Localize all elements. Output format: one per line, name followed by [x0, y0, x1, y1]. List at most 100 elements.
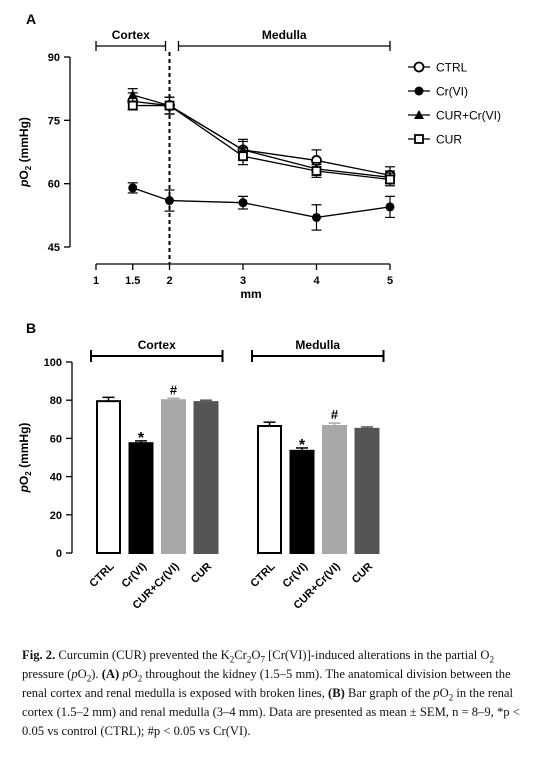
figure-caption: Fig. 2. Curcumin (CUR) prevented the K2C…: [22, 646, 522, 741]
data-point: [127, 100, 138, 111]
x-tick-label-a: 1: [93, 275, 99, 287]
y-tick-label-b: 40: [50, 472, 62, 484]
ylabel-sub: 2: [24, 165, 33, 170]
bar: [96, 400, 121, 554]
panel-label-b: B: [26, 320, 36, 336]
data-point: [164, 100, 175, 111]
bar: [128, 442, 154, 554]
x-tick-label-a: 4: [313, 275, 320, 287]
caption-part: 2: [86, 673, 92, 684]
caption-fig-label: Fig. 2.: [22, 648, 56, 662]
bar: [322, 424, 347, 554]
series-line-3: [132, 104, 391, 181]
caption-part: 2: [137, 673, 143, 684]
ylabel-italic: p: [17, 485, 31, 493]
legend-marker: [414, 110, 424, 119]
x-tick-label-b: CTRL: [87, 560, 116, 589]
significance-mark: #: [331, 407, 339, 422]
caption-part: Cr: [234, 648, 247, 662]
y-tick-label-b: 0: [56, 548, 62, 560]
data-point: [128, 183, 138, 193]
y-tick-label-a: 75: [48, 115, 60, 127]
significance-mark: #: [170, 382, 178, 397]
x-axis-label-a: mm: [240, 287, 261, 301]
caption-part: O: [251, 648, 261, 662]
x-tick-label-a: 2: [166, 275, 172, 287]
y-axis-label-a: pO2 (mmHg): [17, 117, 33, 188]
caption-body: Curcumin (CUR) prevented the K2Cr2O7 [Cr…: [22, 648, 520, 738]
caption-part: 7: [260, 654, 265, 665]
caption-part: 2: [448, 692, 454, 703]
ylabel-italic: p: [17, 180, 31, 188]
x-tick-label-b: Cr(VI): [280, 560, 310, 590]
ylabel-main: O: [17, 170, 31, 179]
data-point: [238, 198, 248, 208]
x-tick-label-b: CUR: [189, 561, 214, 586]
ylabel-unit: (mmHg): [17, 423, 31, 472]
bar: [289, 449, 315, 554]
caption-part: 2: [489, 654, 494, 665]
caption-part: O: [128, 667, 138, 681]
region-label-cortex: Cortex: [112, 28, 150, 42]
data-point: [312, 212, 321, 222]
legend-marker: [413, 61, 425, 73]
y-tick-label-b: 100: [44, 357, 62, 369]
caption-part: O: [77, 667, 87, 681]
data-point: [385, 174, 395, 185]
x-tick-label-b: Cr(VI): [119, 560, 149, 590]
ylabel-unit: (mmHg): [17, 117, 31, 166]
caption-part: Curcumin (CUR) prevented the K: [55, 648, 230, 662]
data-point: [238, 151, 248, 162]
y-axis-label-b: pO2 (mmHg): [17, 423, 33, 494]
y-tick-label-b: 20: [50, 510, 62, 522]
caption-part: (A): [101, 667, 120, 681]
caption-part: p: [71, 667, 78, 681]
caption-part: in the renal cortex (1.5–2 mm) and renal…: [22, 686, 520, 738]
region-label-medulla: Medulla: [262, 28, 307, 42]
significance-mark: *: [299, 437, 306, 454]
group-label: Cortex: [138, 338, 176, 352]
caption-part: ).: [91, 667, 102, 681]
caption-part: 2: [229, 654, 235, 665]
legend-marker: [414, 86, 424, 96]
caption-part: 2: [246, 654, 252, 665]
x-tick-label-a: 1.5: [125, 275, 140, 287]
caption-part: p: [122, 667, 129, 681]
x-tick-label-a: 5: [387, 275, 393, 287]
legend-label: CUR+Cr(VI): [436, 109, 501, 123]
y-tick-label-a: 45: [48, 242, 60, 254]
y-tick-label-a: 60: [48, 179, 60, 191]
caption-part: [Cr(VI)]-induced alterations in the part…: [264, 648, 490, 662]
legend-label: Cr(VI): [436, 85, 468, 99]
series-line-0: [132, 100, 391, 176]
ylabel-sub: 2: [24, 471, 33, 476]
legend-label: CUR: [436, 133, 462, 147]
caption-part: Bar graph of the: [344, 686, 434, 700]
panel-label-a: A: [26, 11, 36, 27]
caption-part: p: [433, 686, 440, 700]
legend-label: CTRL: [436, 61, 468, 75]
caption-part: throughout the kidney (1.5–5 mm). The an…: [22, 667, 511, 700]
x-tick-label-b: CUR: [350, 561, 375, 586]
caption-part: (B): [328, 686, 345, 700]
data-point: [385, 202, 395, 212]
y-tick-label-b: 80: [50, 395, 62, 407]
bar: [193, 401, 219, 554]
data-point: [165, 196, 174, 206]
group-label: Medulla: [295, 338, 340, 352]
significance-mark: *: [138, 430, 145, 447]
bar: [161, 399, 186, 555]
data-point: [311, 166, 322, 176]
caption-part: O: [439, 686, 449, 700]
bar: [354, 427, 380, 555]
y-tick-label-a: 90: [48, 52, 60, 64]
legend-marker: [414, 134, 424, 144]
caption-part: pressure (: [22, 667, 72, 681]
y-tick-label-b: 60: [50, 433, 62, 445]
bar: [257, 424, 282, 554]
x-tick-label-a: 3: [240, 275, 246, 287]
data-point: [127, 90, 138, 99]
ylabel-main: O: [17, 476, 31, 485]
x-tick-label-b: CTRL: [248, 560, 277, 589]
